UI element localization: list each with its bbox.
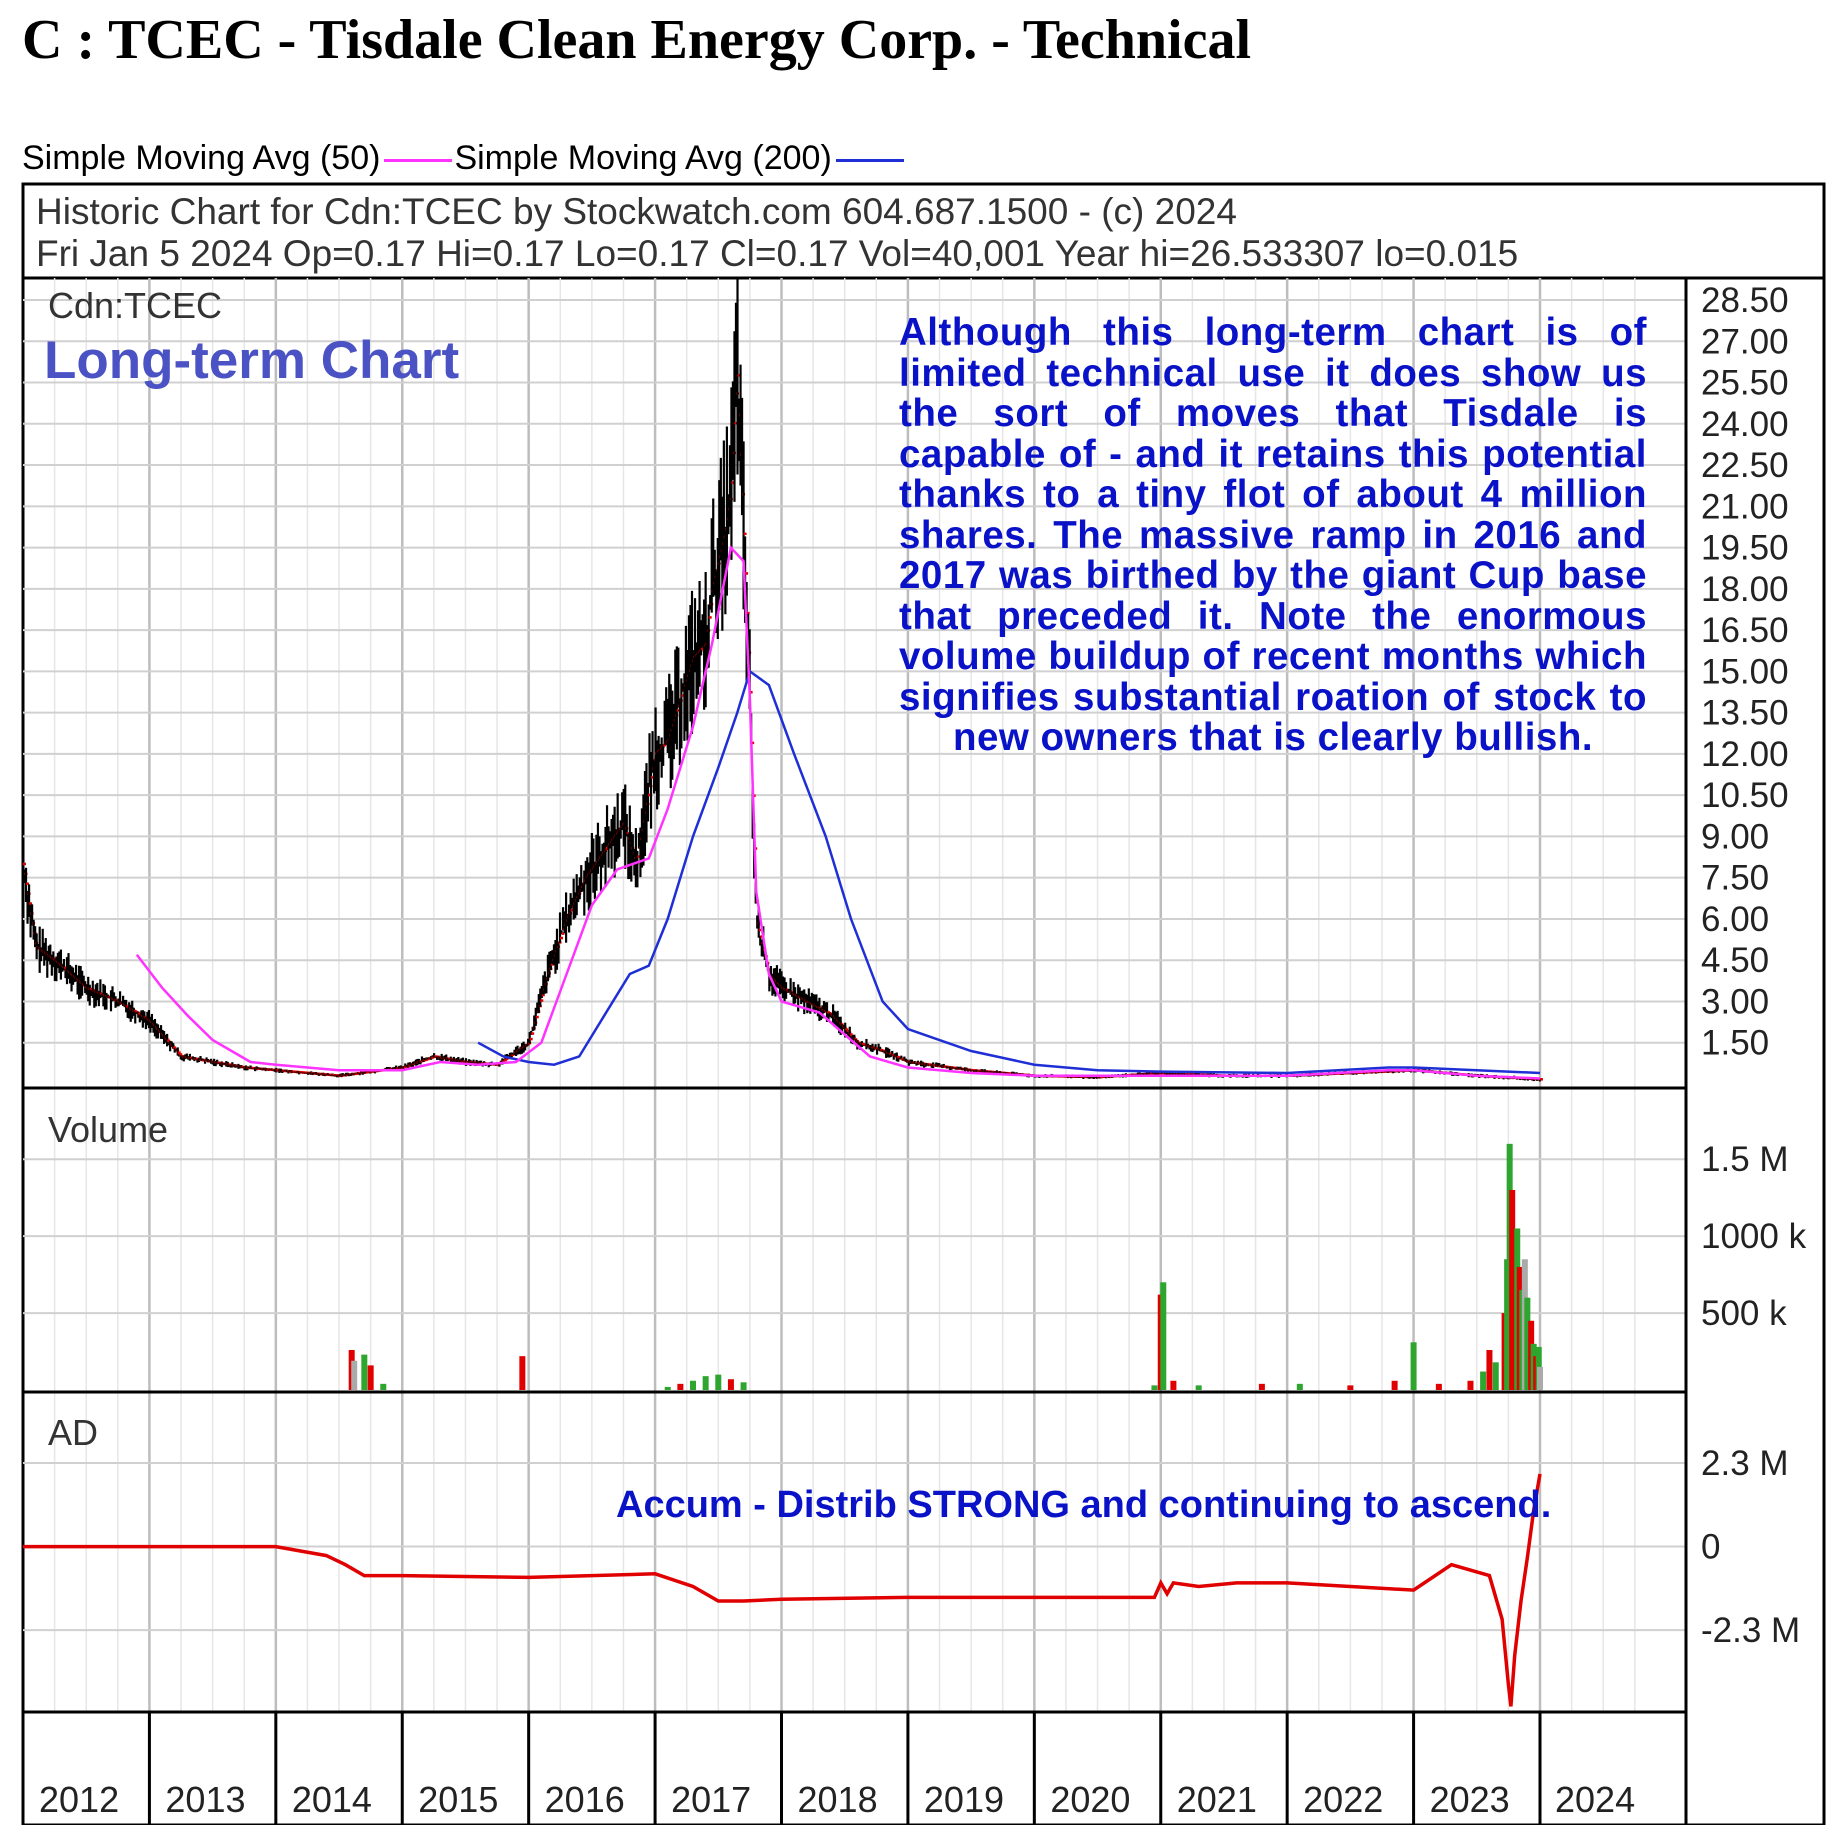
volume-bar bbox=[740, 1382, 747, 1390]
volume-bar bbox=[1258, 1383, 1265, 1390]
ad-tick-label: 0 bbox=[1701, 1528, 1720, 1567]
volume-bar bbox=[1537, 1366, 1543, 1390]
volume-bar bbox=[1410, 1342, 1417, 1390]
volume-bar bbox=[1480, 1371, 1487, 1390]
volume-bar bbox=[1347, 1385, 1354, 1390]
price-tick-label: 6.00 bbox=[1701, 900, 1769, 939]
volume-bar bbox=[1296, 1383, 1303, 1390]
volume-bar bbox=[1195, 1385, 1202, 1390]
ad-label: AD bbox=[48, 1412, 98, 1453]
volume-bar bbox=[1509, 1190, 1516, 1390]
volume-bar bbox=[1492, 1362, 1499, 1390]
price-tick-label: 27.00 bbox=[1701, 322, 1789, 361]
price-tick-label: 4.50 bbox=[1701, 941, 1769, 980]
price-tick-label: 18.00 bbox=[1701, 570, 1789, 609]
sma200-line bbox=[477, 669, 1541, 1075]
volume-bar bbox=[702, 1376, 709, 1390]
volume-bar bbox=[1170, 1380, 1177, 1390]
year-tick-label: 2012 bbox=[39, 1779, 119, 1820]
sma50-line bbox=[135, 544, 1541, 1080]
volume-bar bbox=[519, 1356, 526, 1390]
price-tick-label: 24.00 bbox=[1701, 405, 1789, 444]
price-tick-label: 13.50 bbox=[1701, 694, 1789, 733]
volume-bar bbox=[1524, 1297, 1531, 1390]
price-tick-label: 7.50 bbox=[1701, 859, 1769, 898]
page-title: C : TCEC - Tisdale Clean Energy Corp. - … bbox=[22, 9, 1252, 71]
legend-sma200-swatch bbox=[835, 158, 904, 162]
long-term-chart-title: Long-term Chart bbox=[44, 331, 459, 390]
volume-bar bbox=[1486, 1350, 1493, 1390]
price-tick-label: 25.50 bbox=[1701, 364, 1789, 403]
ad-axis-ticks: 2.3 M 0 -2.3 M bbox=[1701, 1444, 1800, 1650]
year-tick-label: 2013 bbox=[165, 1779, 245, 1820]
year-tick-label: 2017 bbox=[671, 1779, 751, 1820]
volume-axis-ticks: 1.5 M 1000 k 500 k bbox=[1701, 1140, 1807, 1333]
chart-legend: Simple Moving Avg (50) Simple Moving Avg … bbox=[22, 139, 906, 178]
volume-bar bbox=[1160, 1282, 1167, 1390]
legend-sma50-swatch bbox=[384, 158, 453, 162]
ad-note: Accum - Distrib STRONG and continuing to… bbox=[616, 1484, 1552, 1526]
volume-bar bbox=[690, 1380, 697, 1390]
year-tick-label: 2023 bbox=[1430, 1779, 1510, 1820]
price-tick-label: 15.00 bbox=[1701, 652, 1789, 691]
legend-sma200-label: Simple Moving Avg (200) bbox=[454, 139, 832, 177]
price-axis-ticks: 28.5027.0025.5024.0022.5021.0019.5018.00… bbox=[1701, 281, 1789, 1063]
year-tick-label: 2021 bbox=[1177, 1779, 1257, 1820]
year-tick-label: 2020 bbox=[1050, 1779, 1130, 1820]
ad-line bbox=[23, 1473, 1542, 1707]
volume-bar bbox=[1151, 1385, 1158, 1390]
chart-frame bbox=[21, 182, 1826, 1825]
volume-bar bbox=[715, 1374, 722, 1390]
year-tick-label: 2022 bbox=[1303, 1779, 1383, 1820]
volume-bar bbox=[1391, 1380, 1398, 1390]
volume-bar bbox=[361, 1354, 368, 1390]
year-tick-label: 2015 bbox=[418, 1779, 498, 1820]
volume-bar bbox=[1435, 1383, 1442, 1390]
volume-bar bbox=[380, 1383, 387, 1390]
symbol-label: Cdn:TCEC bbox=[48, 285, 222, 326]
price-tick-label: 1.50 bbox=[1701, 1024, 1769, 1063]
volume-bar bbox=[367, 1365, 374, 1390]
chart-header-line2: Fri Jan 5 2024 Op=0.17 Hi=0.17 Lo=0.17 C… bbox=[36, 233, 1518, 274]
volume-label: Volume bbox=[48, 1109, 168, 1150]
grid-layer bbox=[23, 278, 1686, 1825]
legend-sma50-label: Simple Moving Avg (50) bbox=[22, 139, 381, 177]
volume-bar bbox=[1467, 1380, 1474, 1390]
year-tick-label: 2018 bbox=[798, 1779, 878, 1820]
price-tick-label: 16.50 bbox=[1701, 611, 1789, 650]
year-tick-label: 2024 bbox=[1555, 1779, 1635, 1820]
year-tick-label: 2019 bbox=[924, 1779, 1004, 1820]
price-tick-label: 9.00 bbox=[1701, 817, 1769, 856]
volume-bar bbox=[664, 1386, 671, 1390]
volume-bar bbox=[351, 1360, 358, 1390]
price-tick-label: 12.00 bbox=[1701, 735, 1789, 774]
volume-tick-label: 1000 k bbox=[1701, 1217, 1807, 1256]
volume-tick-label: 1.5 M bbox=[1701, 1140, 1789, 1179]
price-tick-label: 19.50 bbox=[1701, 529, 1789, 568]
price-tick-label: 22.50 bbox=[1701, 446, 1789, 485]
year-tick-label: 2016 bbox=[545, 1779, 625, 1820]
price-tick-label: 28.50 bbox=[1701, 281, 1789, 320]
volume-bar bbox=[727, 1379, 734, 1390]
ad-tick-label: 2.3 M bbox=[1701, 1444, 1789, 1483]
volume-bar bbox=[677, 1383, 684, 1390]
price-tick-label: 10.50 bbox=[1701, 776, 1789, 815]
ad-tick-label: -2.3 M bbox=[1701, 1611, 1800, 1650]
volume-tick-label: 500 k bbox=[1701, 1294, 1787, 1333]
year-axis: 2012 2013 2014 2015 2016 2017 2018 2019 2020 2021… bbox=[39, 1779, 1635, 1820]
price-tick-label: 21.00 bbox=[1701, 487, 1789, 526]
price-tick-label: 3.00 bbox=[1701, 982, 1769, 1021]
volume-bars bbox=[348, 1143, 1543, 1390]
analysis-note: Although this long-term chart is of limi… bbox=[899, 311, 1647, 759]
year-tick-label: 2014 bbox=[292, 1779, 372, 1820]
chart-header-line1: Historic Chart for Cdn:TCEC by Stockwatc… bbox=[36, 191, 1237, 232]
